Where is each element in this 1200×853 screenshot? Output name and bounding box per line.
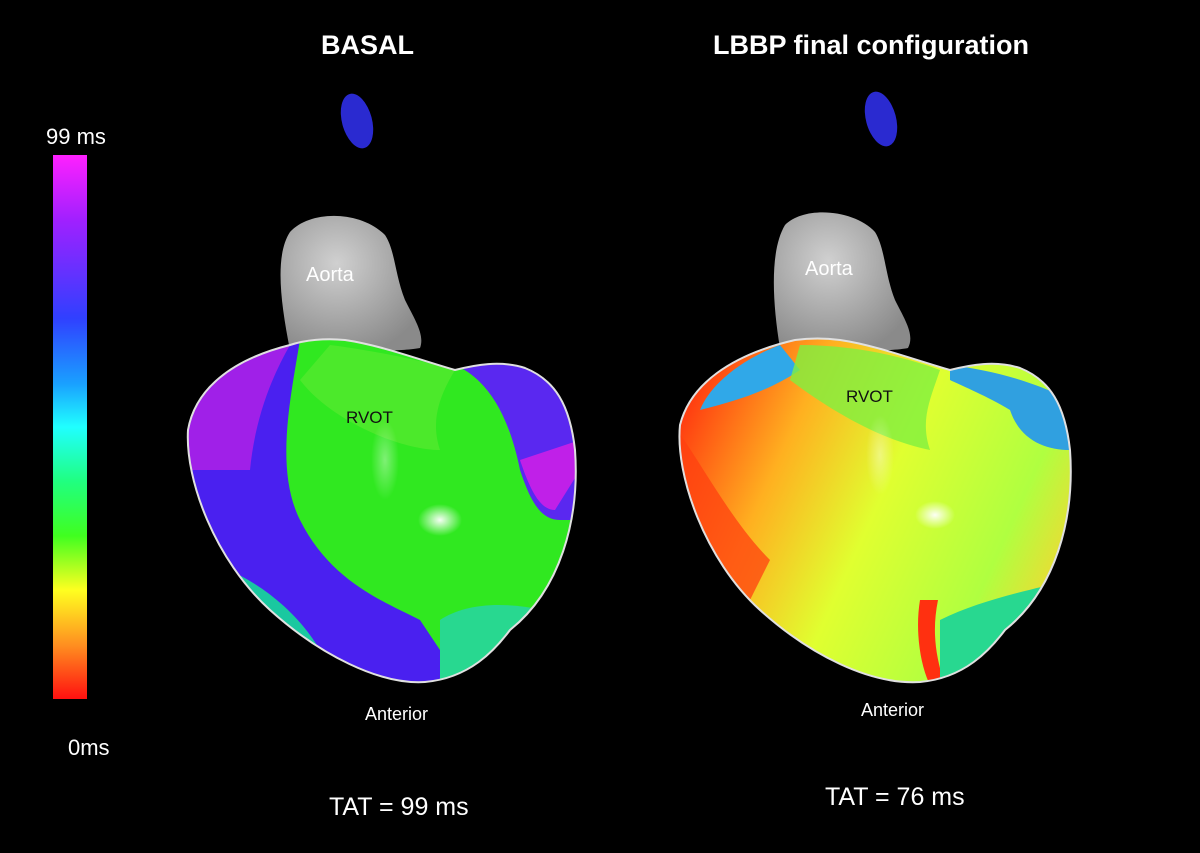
panel-title-basal: BASAL (321, 30, 414, 60)
activation-time-colorbar (53, 155, 87, 699)
tat-label-right: TAT = 76 ms (825, 783, 965, 811)
aorta-right (773, 212, 911, 351)
tat-label-left: TAT = 99 ms (329, 793, 469, 821)
aorta-label-left: Aorta (306, 264, 354, 286)
aorta-label-right: Aorta (805, 258, 853, 280)
marker-ellipse-left (340, 93, 374, 149)
panel-title-lbbp: LBBP final configuration (713, 30, 1029, 60)
aorta-left (280, 215, 422, 352)
scale-max-label: 99 ms (46, 124, 106, 149)
rvot-label-right: RVOT (846, 387, 893, 406)
rvot-label-left: RVOT (346, 408, 393, 427)
view-label-right: Anterior (861, 700, 925, 720)
scale-min-label: 0ms (68, 735, 110, 760)
marker-ellipse-right (864, 91, 898, 147)
basal-heart-map (186, 93, 577, 684)
lbbp-heart-map (678, 91, 1072, 684)
view-label-left: Anterior (365, 704, 429, 724)
